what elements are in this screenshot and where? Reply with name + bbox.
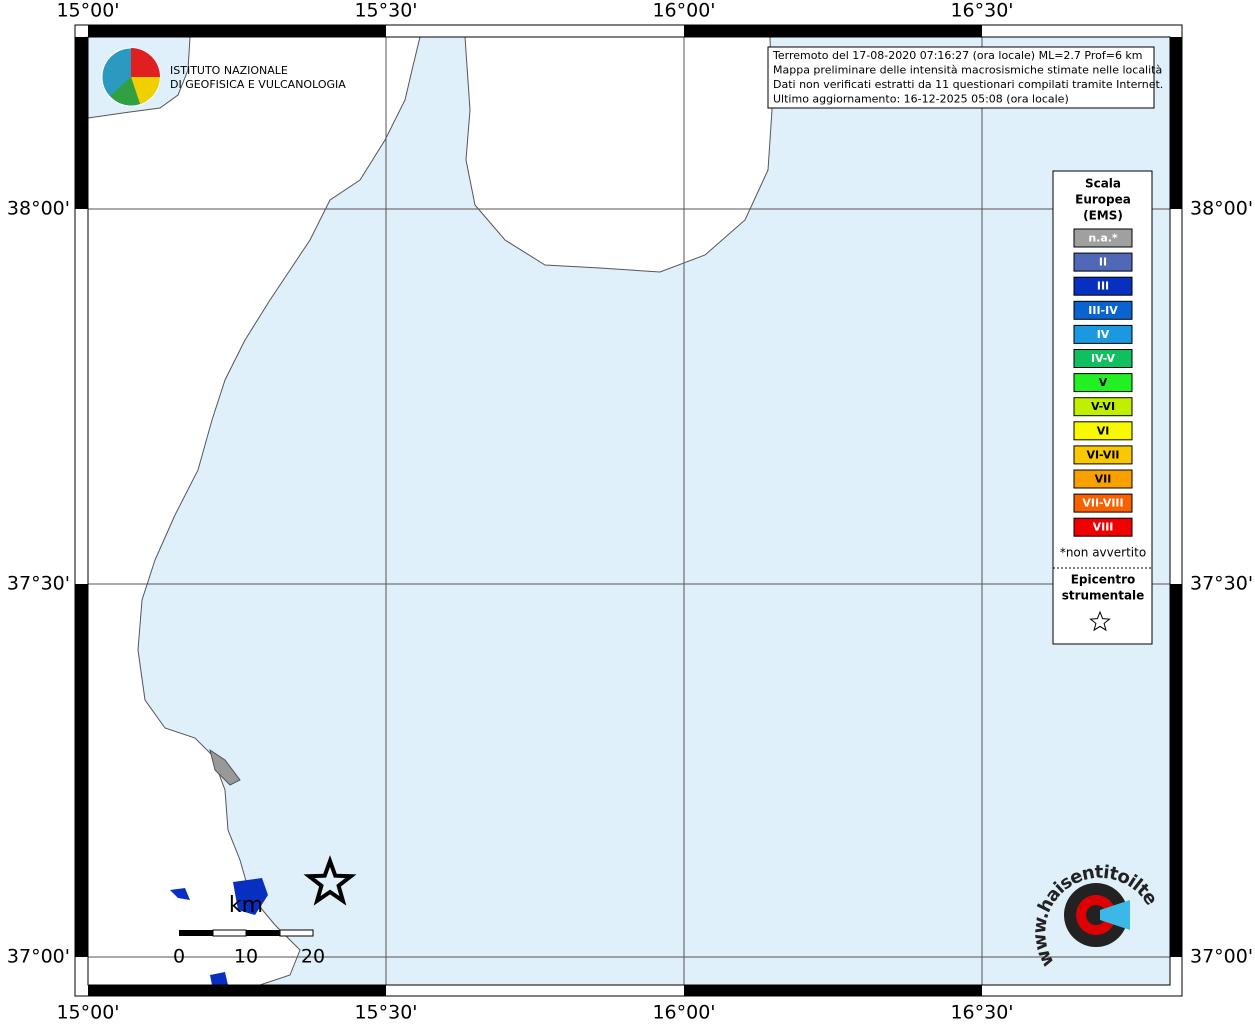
legend-swatch [1073, 300, 1133, 320]
legend-swatch [1073, 276, 1133, 296]
x-axis-label: 16°00' [652, 0, 715, 22]
logo-text: DI GEOFISICA E VULCANOLOGIA [170, 78, 346, 91]
x-axis-label: 15°00' [56, 1002, 119, 1024]
info-text: Terremoto del 17-08-2020 07:16:27 (ora l… [772, 49, 1163, 106]
scale-ticks: 0 10 20 [173, 946, 325, 968]
y-axis-label: 38°00' [7, 198, 70, 220]
legend-epicenter: Epicentro [1071, 573, 1136, 587]
legend-swatch [1073, 469, 1133, 489]
info-box [767, 46, 1155, 109]
y-axis-label: 37°00' [1190, 946, 1253, 968]
legend-title: Scala [1085, 177, 1121, 191]
legend-swatch [1073, 493, 1133, 513]
frame-bar [75, 584, 88, 957]
legend-label: VII-VIII [1082, 497, 1123, 510]
land-islet [209, 748, 241, 786]
scale-tick-label: 0 [173, 946, 185, 968]
legend-label: III-IV [1088, 304, 1118, 317]
scale-segment [279, 929, 314, 937]
epicenter [303, 855, 357, 906]
y-axis-label: 37°00' [7, 946, 70, 968]
frame-bar [1170, 584, 1182, 957]
grid [88, 37, 1170, 985]
x-axis-label: 15°00' [56, 0, 119, 22]
legend-label: III [1097, 280, 1109, 293]
axis-labels: 15°00' 15°30' 16°00' 16°30' 15°00' 15°30' 16°0… [7, 0, 1253, 1024]
frame-bar [684, 25, 982, 37]
ingv-logo: ISTITUTO NAZIONALE DI GEOFISICA E VULCAN… [101, 47, 346, 107]
logo-globe-part [110, 77, 140, 106]
x-axis-label: 16°30' [950, 1002, 1013, 1024]
legend-label: n.a.* [1088, 232, 1118, 245]
scale-tick-label: 20 [301, 946, 325, 968]
legend-label: IV-V [1091, 352, 1116, 365]
logo-text: ISTITUTO NAZIONALE [170, 64, 288, 77]
legend-swatch [1073, 397, 1133, 417]
frame-inner [87, 36, 1171, 986]
legend-swatch [1073, 421, 1133, 441]
frame-bar [75, 37, 88, 209]
frame-bar [1170, 37, 1182, 209]
land-calabria [464, 36, 773, 273]
frame-outer [74, 24, 1183, 997]
legend-swatch [1073, 445, 1133, 465]
info-line: Mappa preliminare delle intensità macros… [773, 64, 1162, 77]
info-line: Terremoto del 17-08-2020 07:16:27 (ora l… [772, 49, 1143, 62]
legend: ScalaEuropea(EMS)n.a.*IIIIIIII-IVIVIV-VV… [1060, 177, 1146, 603]
legend-swatch [1073, 349, 1133, 368]
scale-segment [212, 929, 247, 937]
logo-globe-part [131, 48, 160, 77]
frame-bar [684, 985, 982, 996]
x-axis-label: 16°30' [950, 0, 1013, 22]
logo-globe-part [131, 77, 160, 104]
y-axis-label: 38°00' [1190, 198, 1253, 220]
intensity-area [170, 878, 268, 985]
site-logo-speaker [1100, 900, 1130, 930]
legend-label: VI [1097, 424, 1110, 437]
info-line: Ultimo aggiornamento: 16-12-2025 05:08 (… [773, 93, 1069, 106]
legend-epicenter: strumentale [1062, 589, 1145, 603]
info-line: Dati non verificati estratti da 11 quest… [773, 78, 1163, 91]
legend-label: IV [1097, 328, 1110, 341]
legend-label: VIII [1093, 521, 1114, 534]
y-axis-label: 37°30' [7, 573, 70, 595]
legend-title: Europea [1075, 193, 1131, 207]
scale-segment [246, 930, 280, 936]
y-axis-label: 37°30' [1190, 573, 1253, 595]
frame-bar [88, 985, 386, 996]
frame-bar [88, 25, 386, 37]
legend-title: (EMS) [1083, 209, 1123, 223]
legend-label: V-VI [1091, 400, 1115, 413]
legend-label: V [1099, 376, 1108, 389]
scale-unit: km [229, 893, 263, 918]
legend-swatch [1073, 324, 1133, 344]
x-axis-label: 15°30' [354, 1002, 417, 1024]
legend-swatch [1073, 252, 1133, 272]
scale-segment [179, 930, 213, 936]
legend-label: II [1099, 256, 1107, 269]
legend-swatch [1073, 373, 1133, 393]
legend-note: *non avvertito [1060, 546, 1146, 560]
x-axis-label: 16°00' [652, 1002, 715, 1024]
x-axis-label: 15°30' [354, 0, 417, 22]
frame [74, 24, 1183, 997]
legend-swatch [1073, 228, 1133, 248]
legend-label: VII [1095, 473, 1112, 486]
scale-bar: km [179, 893, 314, 937]
scale-tick-label: 10 [234, 946, 258, 968]
legend-swatch [1073, 517, 1133, 537]
legend-star [1089, 610, 1111, 632]
legend-label: VI-VII [1086, 448, 1119, 461]
